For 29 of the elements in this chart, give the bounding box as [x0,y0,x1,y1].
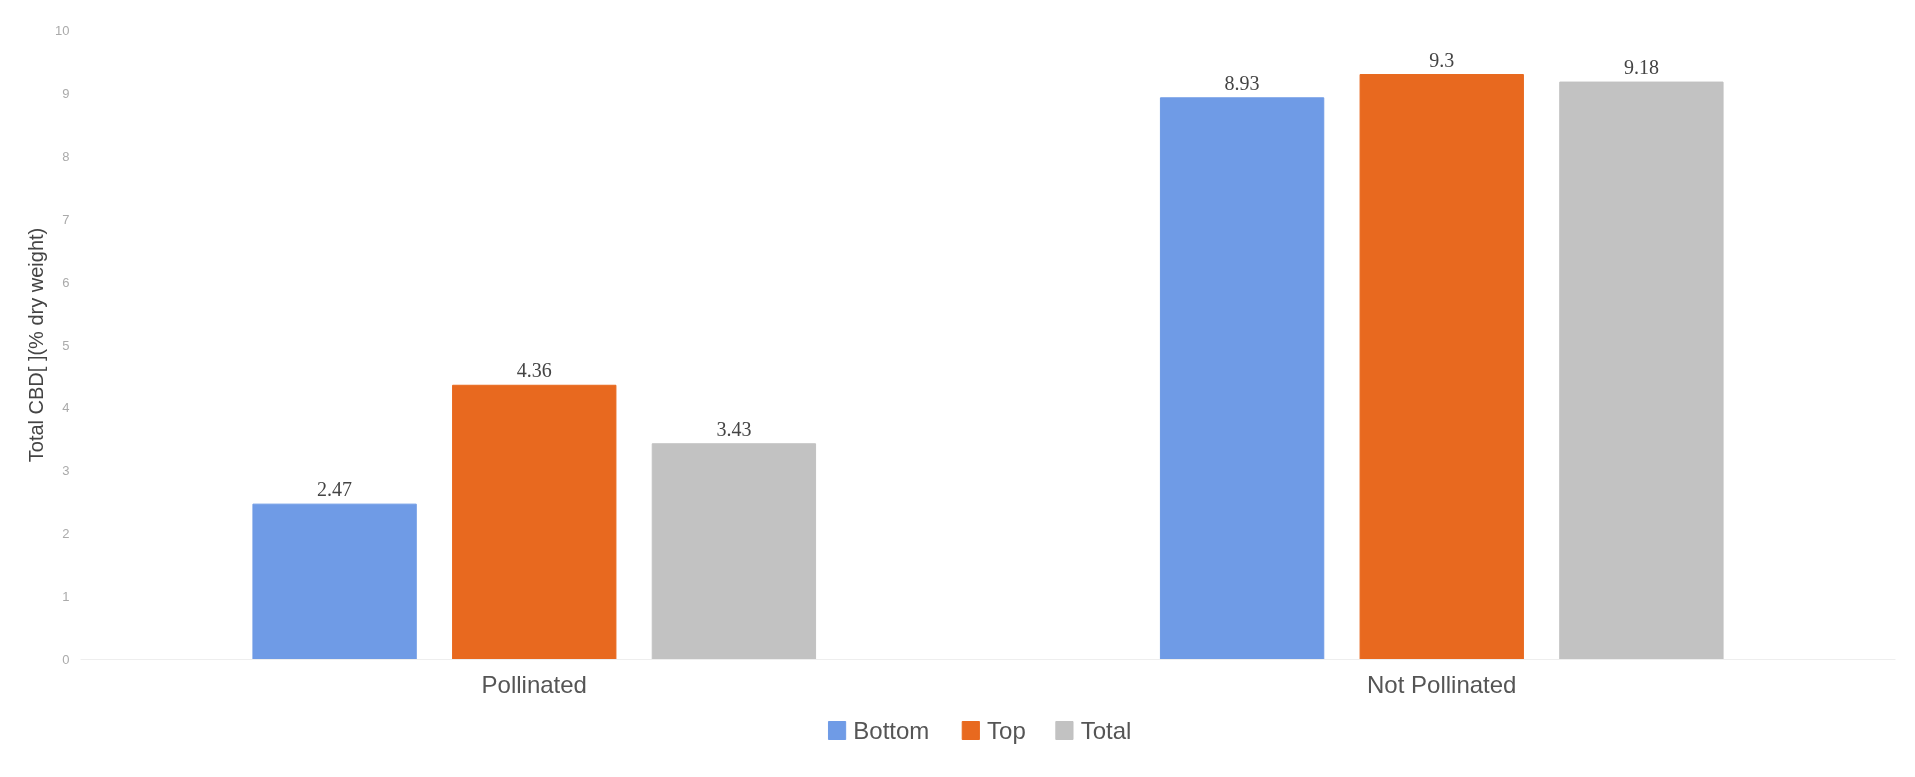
data-label: 4.36 [516,359,552,382]
bar [651,443,817,660]
y-tick-label: 9 [62,85,70,101]
bar [252,503,417,660]
x-tick-label: Not Pollinated [1367,670,1517,698]
data-label: 2.47 [317,478,353,501]
y-tick-label: 2 [62,526,70,542]
data-label: 9.18 [1623,56,1659,79]
y-axis-title: Total CBD[ ](% dry weight) [25,227,48,463]
y-tick-label: 10 [55,23,70,38]
data-label: 9.3 [1429,48,1455,71]
bar [1159,97,1325,660]
legend-label: Total [1080,717,1132,744]
y-tick-label: 4 [62,400,70,416]
y-tick-label: 5 [62,337,70,353]
bar [1359,74,1524,660]
y-tick-label: 8 [62,148,70,164]
bar [452,384,617,660]
y-tick-label: 0 [62,652,70,667]
x-tick-label: Pollinated [481,670,587,698]
data-label: 8.93 [1224,71,1260,94]
y-tick-label: 1 [62,589,70,605]
y-tick-label: 7 [62,211,70,227]
y-tick-label: 3 [62,463,70,479]
legend-label: Bottom [853,717,930,744]
data-label: 3.43 [716,417,752,440]
y-tick-label: 6 [62,274,70,290]
legend-label: Top [987,717,1026,744]
bar [1559,81,1724,660]
